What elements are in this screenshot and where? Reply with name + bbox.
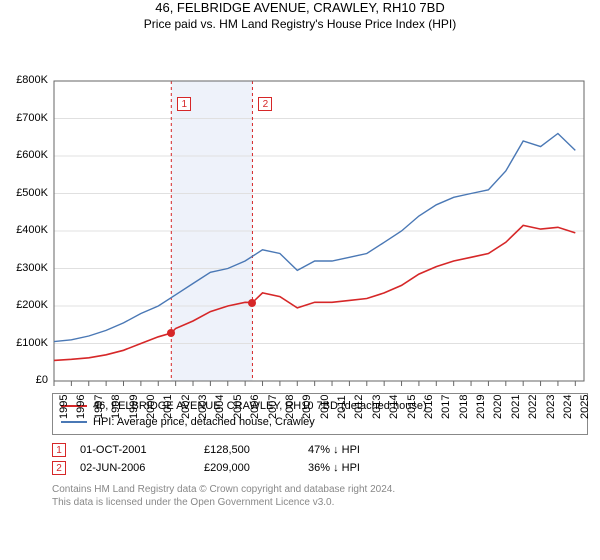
transactions-table: 1 01-OCT-2001 £128,500 47% ↓ HPI 2 02-JU… (52, 441, 588, 477)
table-row: 2 02-JUN-2006 £209,000 36% ↓ HPI (52, 459, 588, 477)
x-axis-label: 1997 (93, 395, 105, 419)
page-subtitle: Price paid vs. HM Land Registry's House … (0, 17, 600, 31)
x-axis-label: 2023 (545, 395, 557, 419)
sale-marker-icon: 1 (177, 97, 191, 111)
x-axis-label: 2022 (527, 395, 539, 419)
footer-license: This data is licensed under the Open Gov… (52, 496, 588, 509)
y-axis-label: £500K (0, 187, 48, 199)
table-row: 1 01-OCT-2001 £128,500 47% ↓ HPI (52, 441, 588, 459)
x-axis-label: 2024 (562, 395, 574, 419)
x-axis-label: 2014 (388, 395, 400, 419)
sale-hpi-delta: 36% ↓ HPI (308, 462, 408, 474)
sale-price: £209,000 (204, 462, 294, 474)
x-axis-label: 2009 (301, 395, 313, 419)
sale-price: £128,500 (204, 444, 294, 456)
x-axis-label: 2017 (440, 395, 452, 419)
y-axis-label: £300K (0, 262, 48, 274)
y-axis-label: £200K (0, 299, 48, 311)
y-axis-label: £700K (0, 112, 48, 124)
legend-swatch (61, 421, 87, 423)
sale-marker-number: 1 (56, 445, 62, 456)
x-axis-label: 2001 (162, 395, 174, 419)
sale-marker-icon: 2 (52, 461, 66, 475)
x-axis-label: 2011 (336, 395, 348, 419)
x-axis-label: 1999 (128, 395, 140, 419)
page-title: 46, FELBRIDGE AVENUE, CRAWLEY, RH10 7BD (0, 0, 600, 15)
x-axis-label: 2013 (371, 395, 383, 419)
x-axis-label: 1996 (75, 395, 87, 419)
sale-hpi-delta: 47% ↓ HPI (308, 444, 408, 456)
x-axis-label: 2006 (249, 395, 261, 419)
x-axis-label: 2002 (180, 395, 192, 419)
x-axis-label: 2004 (214, 395, 226, 419)
x-axis-label: 2016 (423, 395, 435, 419)
x-axis-label: 2021 (510, 395, 522, 419)
y-axis-label: £800K (0, 74, 48, 86)
x-axis-label: 2008 (284, 395, 296, 419)
x-axis-label: 2025 (579, 395, 591, 419)
sale-marker-icon: 1 (52, 443, 66, 457)
y-axis-label: £600K (0, 149, 48, 161)
x-axis-label: 2018 (458, 395, 470, 419)
y-axis-label: £100K (0, 337, 48, 349)
x-axis-label: 2019 (475, 395, 487, 419)
x-axis-label: 2020 (492, 395, 504, 419)
sale-marker-number: 2 (56, 463, 62, 474)
price-chart: £0 £100K £200K £300K £400K £500K £600K £700K £80… (0, 37, 600, 393)
y-axis-label: £0 (0, 374, 48, 386)
x-axis-label: 2010 (319, 395, 331, 419)
x-axis-label: 2015 (406, 395, 418, 419)
x-axis-label: 2000 (145, 395, 157, 419)
x-axis-label: 1995 (58, 395, 70, 419)
footer: Contains HM Land Registry data © Crown c… (52, 483, 588, 509)
x-axis-label: 2005 (232, 395, 244, 419)
x-axis-label: 2012 (353, 395, 365, 419)
x-axis-label: 2003 (197, 395, 209, 419)
sale-date: 02-JUN-2006 (80, 462, 190, 474)
y-axis-label: £400K (0, 224, 48, 236)
x-axis-label: 1998 (110, 395, 122, 419)
sale-marker-icon: 2 (258, 97, 272, 111)
sale-date: 01-OCT-2001 (80, 444, 190, 456)
x-axis-label: 2007 (267, 395, 279, 419)
footer-copyright: Contains HM Land Registry data © Crown c… (52, 483, 588, 496)
